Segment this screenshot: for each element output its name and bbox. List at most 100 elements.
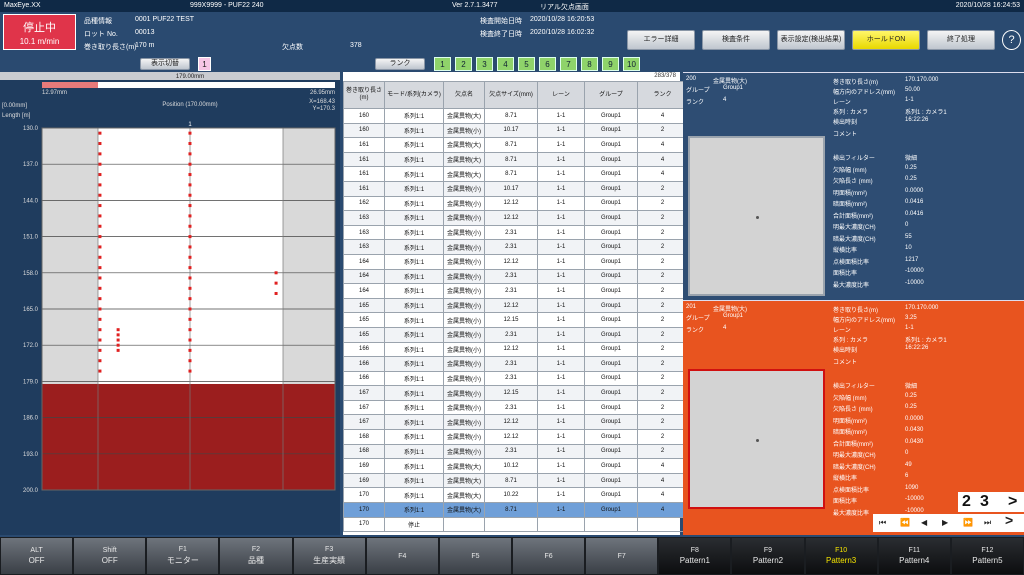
table-row[interactable]: 161 系列1:1 金属異物(大) 8.71 1-1 Group1 4 [343, 166, 688, 182]
table-cell: 8.71 [484, 137, 538, 153]
panel-id: 201 [686, 304, 697, 310]
view-button[interactable]: 表示切替 [140, 58, 190, 70]
toolbar-button[interactable]: ホールドON [852, 30, 920, 50]
defect-point [98, 173, 102, 177]
rank-toggle[interactable]: 2 [455, 57, 472, 71]
feature-label: 最大濃度比率 [833, 510, 870, 517]
page-number[interactable]: 3 [980, 493, 989, 510]
function-key[interactable]: F11 Pattern4 [877, 537, 951, 575]
detail-value: 3.25 [905, 315, 917, 321]
table-cell: 2 [637, 443, 688, 460]
key-name: F10 [835, 547, 848, 554]
table-row[interactable]: 165 系列1:1 金属異物(小) 2.31 1-1 Group1 2 [343, 326, 688, 343]
table-cell: Group1 [584, 487, 638, 504]
table-row[interactable]: 164 系列1:1 金属異物(小) 2.31 1-1 Group1 2 [343, 283, 688, 299]
table-cell: 2 [637, 356, 688, 372]
rank-toggle[interactable]: 7 [560, 57, 577, 71]
rank-toggle[interactable]: 9 [602, 57, 619, 71]
table-row[interactable]: 170 系列1:1 金属異物(大) 8.71 1-1 Group1 4 [343, 502, 688, 518]
table-row[interactable]: 161 系列1:1 金属異物(大) 8.71 1-1 Group1 4 [343, 151, 688, 168]
table-cell: 金属異物(小) [443, 268, 485, 285]
rank-toggle[interactable]: 1 [434, 57, 451, 71]
help-button[interactable]: ? [1002, 30, 1021, 50]
defect-point [98, 297, 102, 301]
rank-toggle[interactable]: 4 [497, 57, 514, 71]
nav-button[interactable]: > [1005, 512, 1014, 528]
rank-toggle[interactable]: 8 [581, 57, 598, 71]
defect-point [98, 152, 102, 156]
function-key[interactable]: F6 [512, 537, 586, 575]
table-row[interactable]: 167 系列1:1 金属異物(小) 12.15 1-1 Group1 2 [343, 385, 688, 401]
table-row[interactable]: 166 系列1:1 金属異物(小) 2.31 1-1 Group1 2 [343, 356, 688, 372]
count-value: 378 [350, 42, 362, 49]
table-cell: 1-1 [537, 341, 585, 358]
feature-label: 明最大濃度(CH) [833, 453, 876, 459]
plot-frame [41, 127, 336, 491]
table-cell: 金属異物(小) [443, 283, 485, 299]
page-next[interactable]: > [1008, 493, 1018, 510]
nav-button[interactable]: ◀ [921, 518, 928, 527]
table-row[interactable]: 169 系列1:1 金属異物(大) 10.12 1-1 Group1 4 [343, 458, 688, 474]
table-row[interactable]: 164 系列1:1 金属異物(小) 2.31 1-1 Group1 2 [343, 268, 688, 285]
table-row[interactable]: 166 系列1:1 金属異物(小) 12.12 1-1 Group1 2 [343, 341, 688, 358]
function-key[interactable]: F10 Pattern3 [804, 537, 878, 575]
table-row[interactable]: 161 系列1:1 金属異物(小) 10.17 1-1 Group1 2 [343, 180, 688, 197]
table-cell: 162 [343, 195, 385, 212]
table-row[interactable]: 167 系列1:1 金属異物(小) 12.12 1-1 Group1 2 [343, 414, 688, 431]
status-state: 停止中 [23, 22, 56, 34]
rank-toggle[interactable]: 5 [518, 57, 535, 71]
key-name: F8 [690, 547, 699, 554]
toolbar-button[interactable]: 終了処理 [927, 30, 995, 50]
title-bar: MaxEye.XX 999X9999 - PUF22 240 Ver 2.7.1.3… [0, 0, 1024, 12]
page-number[interactable]: 2 [962, 493, 971, 510]
table-cell: Group1 [584, 312, 638, 328]
table-row[interactable]: 168 系列1:1 金属異物(小) 12.12 1-1 Group1 2 [343, 429, 688, 445]
y-tick-label: 144.0 [23, 198, 39, 204]
table-cell: 1-1 [537, 429, 585, 445]
table-row[interactable]: 163 系列1:1 金属異物(小) 2.31 1-1 Group1 2 [343, 224, 688, 241]
defect-table: 巻き取り長さ(m) モード/系列(カメラ) 欠点名 欠点サイズ(mm) レーン グループラ… [343, 81, 688, 533]
table-row[interactable]: 168 系列1:1 金属異物(小) 2.31 1-1 Group1 2 [343, 443, 688, 460]
table-row[interactable]: 169 系列1:1 金属異物(大) 8.71 1-1 Group1 4 [343, 472, 688, 489]
nav-button[interactable]: ⏪ [900, 518, 910, 527]
rank-button[interactable]: ランク [375, 58, 425, 70]
table-row[interactable]: 166 系列1:1 金属異物(小) 2.31 1-1 Group1 2 [343, 370, 688, 387]
view-page[interactable]: 1 [198, 57, 211, 71]
function-key[interactable]: F3 生産実績 [292, 537, 366, 575]
table-row[interactable]: 165 系列1:1 金属異物(小) 12.12 1-1 Group1 2 [343, 297, 688, 314]
function-key[interactable]: F4 [365, 537, 439, 575]
toolbar-button[interactable]: エラー詳細 [627, 30, 695, 50]
table-cell: 金属異物(小) [443, 356, 485, 372]
table-row[interactable]: 161 系列1:1 金属異物(大) 8.71 1-1 Group1 4 [343, 137, 688, 153]
function-key[interactable]: F1 モニター [146, 537, 220, 575]
toolbar-button[interactable]: 表示設定(検出結果) [777, 30, 845, 50]
nav-button[interactable]: ⏭ [984, 518, 992, 527]
y-tick-label: 130.0 [23, 126, 39, 132]
function-key[interactable]: F12 Pattern5 [950, 537, 1024, 575]
table-row[interactable]: 160 系列1:1 金属異物(小) 10.17 1-1 Group1 2 [343, 122, 688, 139]
y-tick-label: 158.0 [23, 271, 39, 277]
table-row[interactable]: 167 系列1:1 金属異物(小) 2.31 1-1 Group1 2 [343, 399, 688, 416]
function-key[interactable]: F2 品種 [219, 537, 293, 575]
nav-button[interactable]: ▶ [942, 518, 949, 527]
function-key[interactable]: Shift OFF [73, 537, 147, 575]
table-row[interactable]: 163 系列1:1 金属異物(小) 2.31 1-1 Group1 2 [343, 239, 688, 255]
function-key[interactable]: F7 [585, 537, 659, 575]
rank-toggle[interactable]: 6 [539, 57, 556, 71]
table-row[interactable]: 162 系列1:1 金属異物(小) 12.12 1-1 Group1 2 [343, 195, 688, 212]
table-row[interactable]: 163 系列1:1 金属異物(小) 12.12 1-1 Group1 2 [343, 210, 688, 226]
toolbar-button[interactable]: 検査条件 [702, 30, 770, 50]
table-row[interactable]: 170 系列1:1 金属異物(大) 10.22 1-1 Group1 4 [343, 487, 688, 504]
function-key[interactable]: F9 Pattern2 [731, 537, 805, 575]
nav-button[interactable]: ⏮ [879, 518, 887, 527]
function-key[interactable]: F8 Pattern1 [658, 537, 732, 575]
function-key[interactable]: ALT OFF [0, 537, 74, 575]
function-key[interactable]: F5 [438, 537, 512, 575]
rank-toggle[interactable]: 3 [476, 57, 493, 71]
table-row[interactable]: 164 系列1:1 金属異物(小) 12.12 1-1 Group1 2 [343, 253, 688, 270]
table-row[interactable]: 160 系列1:1 金属異物(大) 8.71 1-1 Group1 4 [343, 108, 688, 124]
nav-button[interactable]: ⏩ [963, 518, 973, 527]
table-row[interactable]: 165 系列1:1 金属異物(小) 12.15 1-1 Group1 2 [343, 312, 688, 328]
table-cell: 4 [637, 108, 688, 124]
rank-toggle[interactable]: 10 [623, 57, 640, 71]
